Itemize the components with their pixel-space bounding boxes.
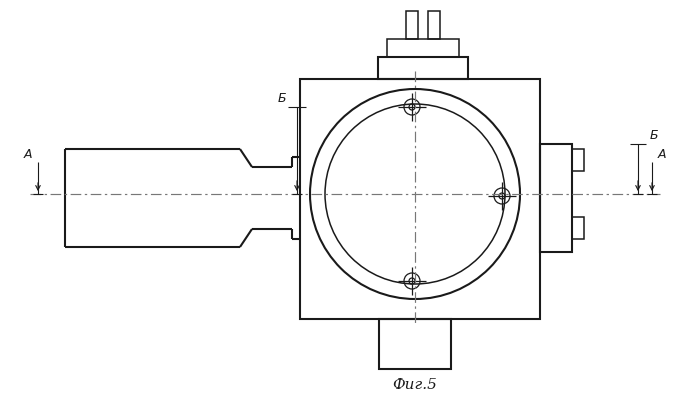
Bar [540,145,572,252]
Text: Б: Б [277,92,286,105]
Bar [572,149,584,172]
Bar [406,12,418,40]
Bar [428,12,440,40]
Bar [387,40,459,58]
Text: Б: Б [650,129,659,142]
Text: А: А [658,148,666,161]
Bar [378,58,468,80]
Bar [300,80,540,319]
Text: Фиг.5: Фиг.5 [393,377,438,391]
Bar [379,319,451,369]
Text: А: А [24,148,32,161]
Bar [572,217,584,239]
